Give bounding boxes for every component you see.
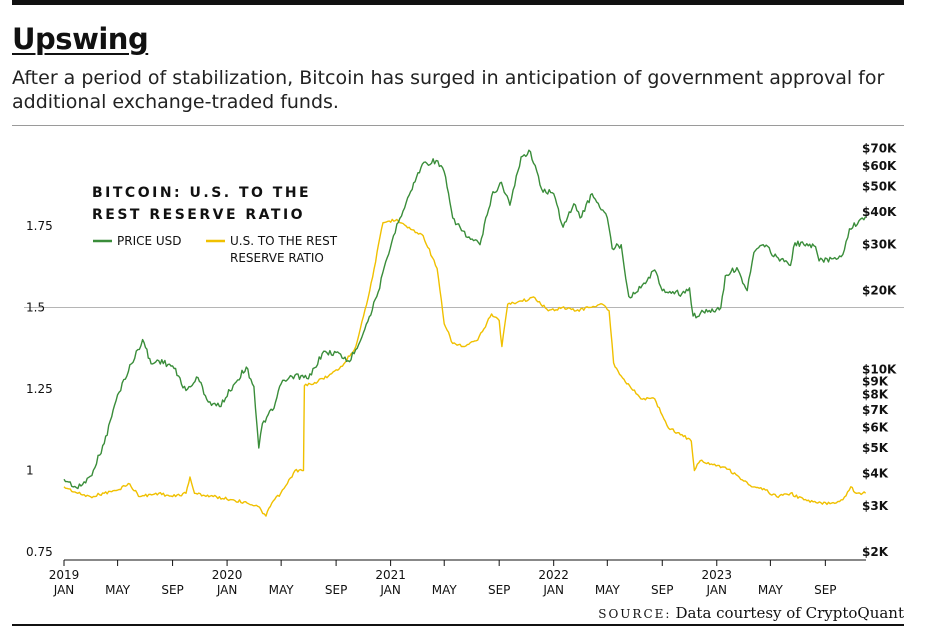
y-left-tick-label: 0.75 (26, 545, 53, 559)
chart-legend: BITCOIN: U.S. TO THE REST RESERVE RATIO … (92, 185, 338, 265)
page-title: Upswing (12, 22, 149, 56)
x-tick-label: MAY (269, 583, 295, 597)
x-tick-label: JAN (706, 583, 728, 597)
x-tick-label: SEP (651, 583, 673, 597)
x-tick-label: SEP (814, 583, 836, 597)
x-tick-year-label: 2019 (49, 568, 80, 582)
chart-title-line-2: REST RESERVE RATIO (92, 207, 305, 223)
x-tick-label: SEP (325, 583, 347, 597)
header-divider (12, 125, 904, 126)
legend-label-price: PRICE USD (117, 234, 182, 248)
y-right-tick-label: $30K (862, 238, 897, 252)
source-note: SOURCE: Data courtesy of CryptoQuant (598, 604, 904, 622)
y-right-tick-label: $7K (862, 403, 889, 417)
chart-title-line-1: BITCOIN: U.S. TO THE (92, 185, 311, 201)
axis-layer: 0.75 1 1.25 1.5 1.75 $2K $3K $4K $5K $6K $7K$8K$9K… (26, 142, 897, 597)
y-left-tick-label: 1 (26, 464, 34, 478)
x-tick-label: JAN (542, 583, 564, 597)
y-right-tick-label: $9K (862, 374, 889, 388)
y-right-tick-label: $40K (862, 205, 897, 219)
x-tick-year-label: 2023 (701, 568, 732, 582)
y-right-tick-label: $70K (862, 142, 897, 156)
y-right-tick-label: $10K (862, 362, 897, 376)
bottom-rule (12, 624, 904, 626)
y-left-tick-label: 1.5 (26, 301, 45, 315)
x-tick-label: MAY (105, 583, 131, 597)
x-tick-label: MAY (758, 583, 784, 597)
series-layer (63, 149, 867, 517)
top-rule (12, 0, 904, 5)
x-tick-year-label: 2021 (375, 568, 406, 582)
y-right-tick-label: $50K (862, 180, 897, 194)
x-tick-label: MAY (432, 583, 458, 597)
y-right-tick-label: $6K (862, 420, 889, 434)
x-tick-label: MAY (595, 583, 621, 597)
source-text: Data courtesy of CryptoQuant (675, 604, 904, 622)
series-line-reserve-ratio (63, 218, 867, 517)
y-right-tick-label: $8K (862, 388, 889, 402)
page-subtitle: After a period of stabilization, Bitcoin… (12, 67, 885, 113)
y-right-tick-label: $3K (862, 499, 889, 513)
x-tick-year-label: 2020 (212, 568, 243, 582)
legend-label-ratio-line-1: U.S. TO THE REST (230, 234, 338, 248)
x-tick-label: SEP (161, 583, 183, 597)
x-tick-year-label: 2022 (538, 568, 569, 582)
y-right-tick-label: $4K (862, 466, 889, 480)
x-tick-label: JAN (379, 583, 401, 597)
y-right-tick-label: $20K (862, 284, 897, 298)
y-right-tick-label: $5K (862, 441, 889, 455)
legend-label-ratio-line-2: RESERVE RATIO (230, 251, 324, 265)
y-left-tick-label: 1.25 (26, 382, 53, 396)
y-left-tick-label: 1.75 (26, 219, 53, 233)
series-line-price-usd (63, 149, 867, 490)
y-right-tick-label: $2K (862, 545, 889, 559)
y-right-tick-label: $60K (862, 159, 897, 173)
x-tick-label: JAN (53, 583, 75, 597)
x-tick-label: SEP (488, 583, 510, 597)
source-label: SOURCE: (598, 607, 672, 621)
x-tick-label: JAN (216, 583, 238, 597)
